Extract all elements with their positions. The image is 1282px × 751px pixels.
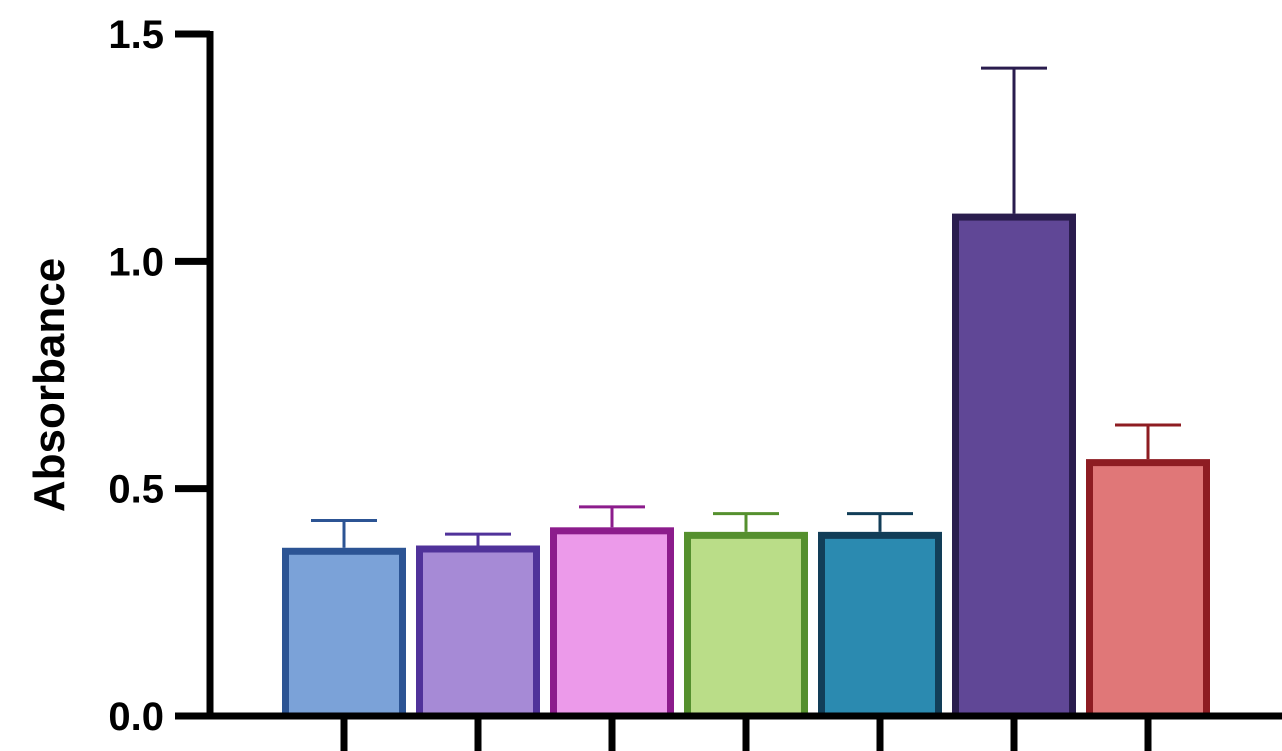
bar-group-3 xyxy=(550,505,674,720)
y-axis-title: Absorbance xyxy=(25,258,74,512)
bar-7 xyxy=(1086,459,1210,720)
labels-layer: 0.0 0.5 1.0 1.5 Absorbance xyxy=(25,13,164,739)
y-tick-label-0: 0.0 xyxy=(108,695,164,739)
y-tick-label-1: 0.5 xyxy=(108,468,164,512)
bar-4 xyxy=(684,531,808,720)
bar-2 xyxy=(416,545,540,720)
bar-group-4 xyxy=(684,512,808,720)
bar-group-7 xyxy=(1086,423,1210,720)
bar-group-1 xyxy=(282,518,406,720)
bar-group-6 xyxy=(952,66,1076,720)
bar-1 xyxy=(282,547,406,720)
bar-5 xyxy=(818,531,942,720)
bar-3 xyxy=(550,527,674,720)
y-tick-label-3: 1.5 xyxy=(108,13,164,57)
y-tick-label-2: 1.0 xyxy=(108,240,164,284)
axes-layer xyxy=(175,30,1282,751)
bar-group-2 xyxy=(416,532,540,720)
bar-6 xyxy=(952,213,1076,720)
bar-group-5 xyxy=(818,512,942,720)
bars-layer xyxy=(282,66,1210,720)
